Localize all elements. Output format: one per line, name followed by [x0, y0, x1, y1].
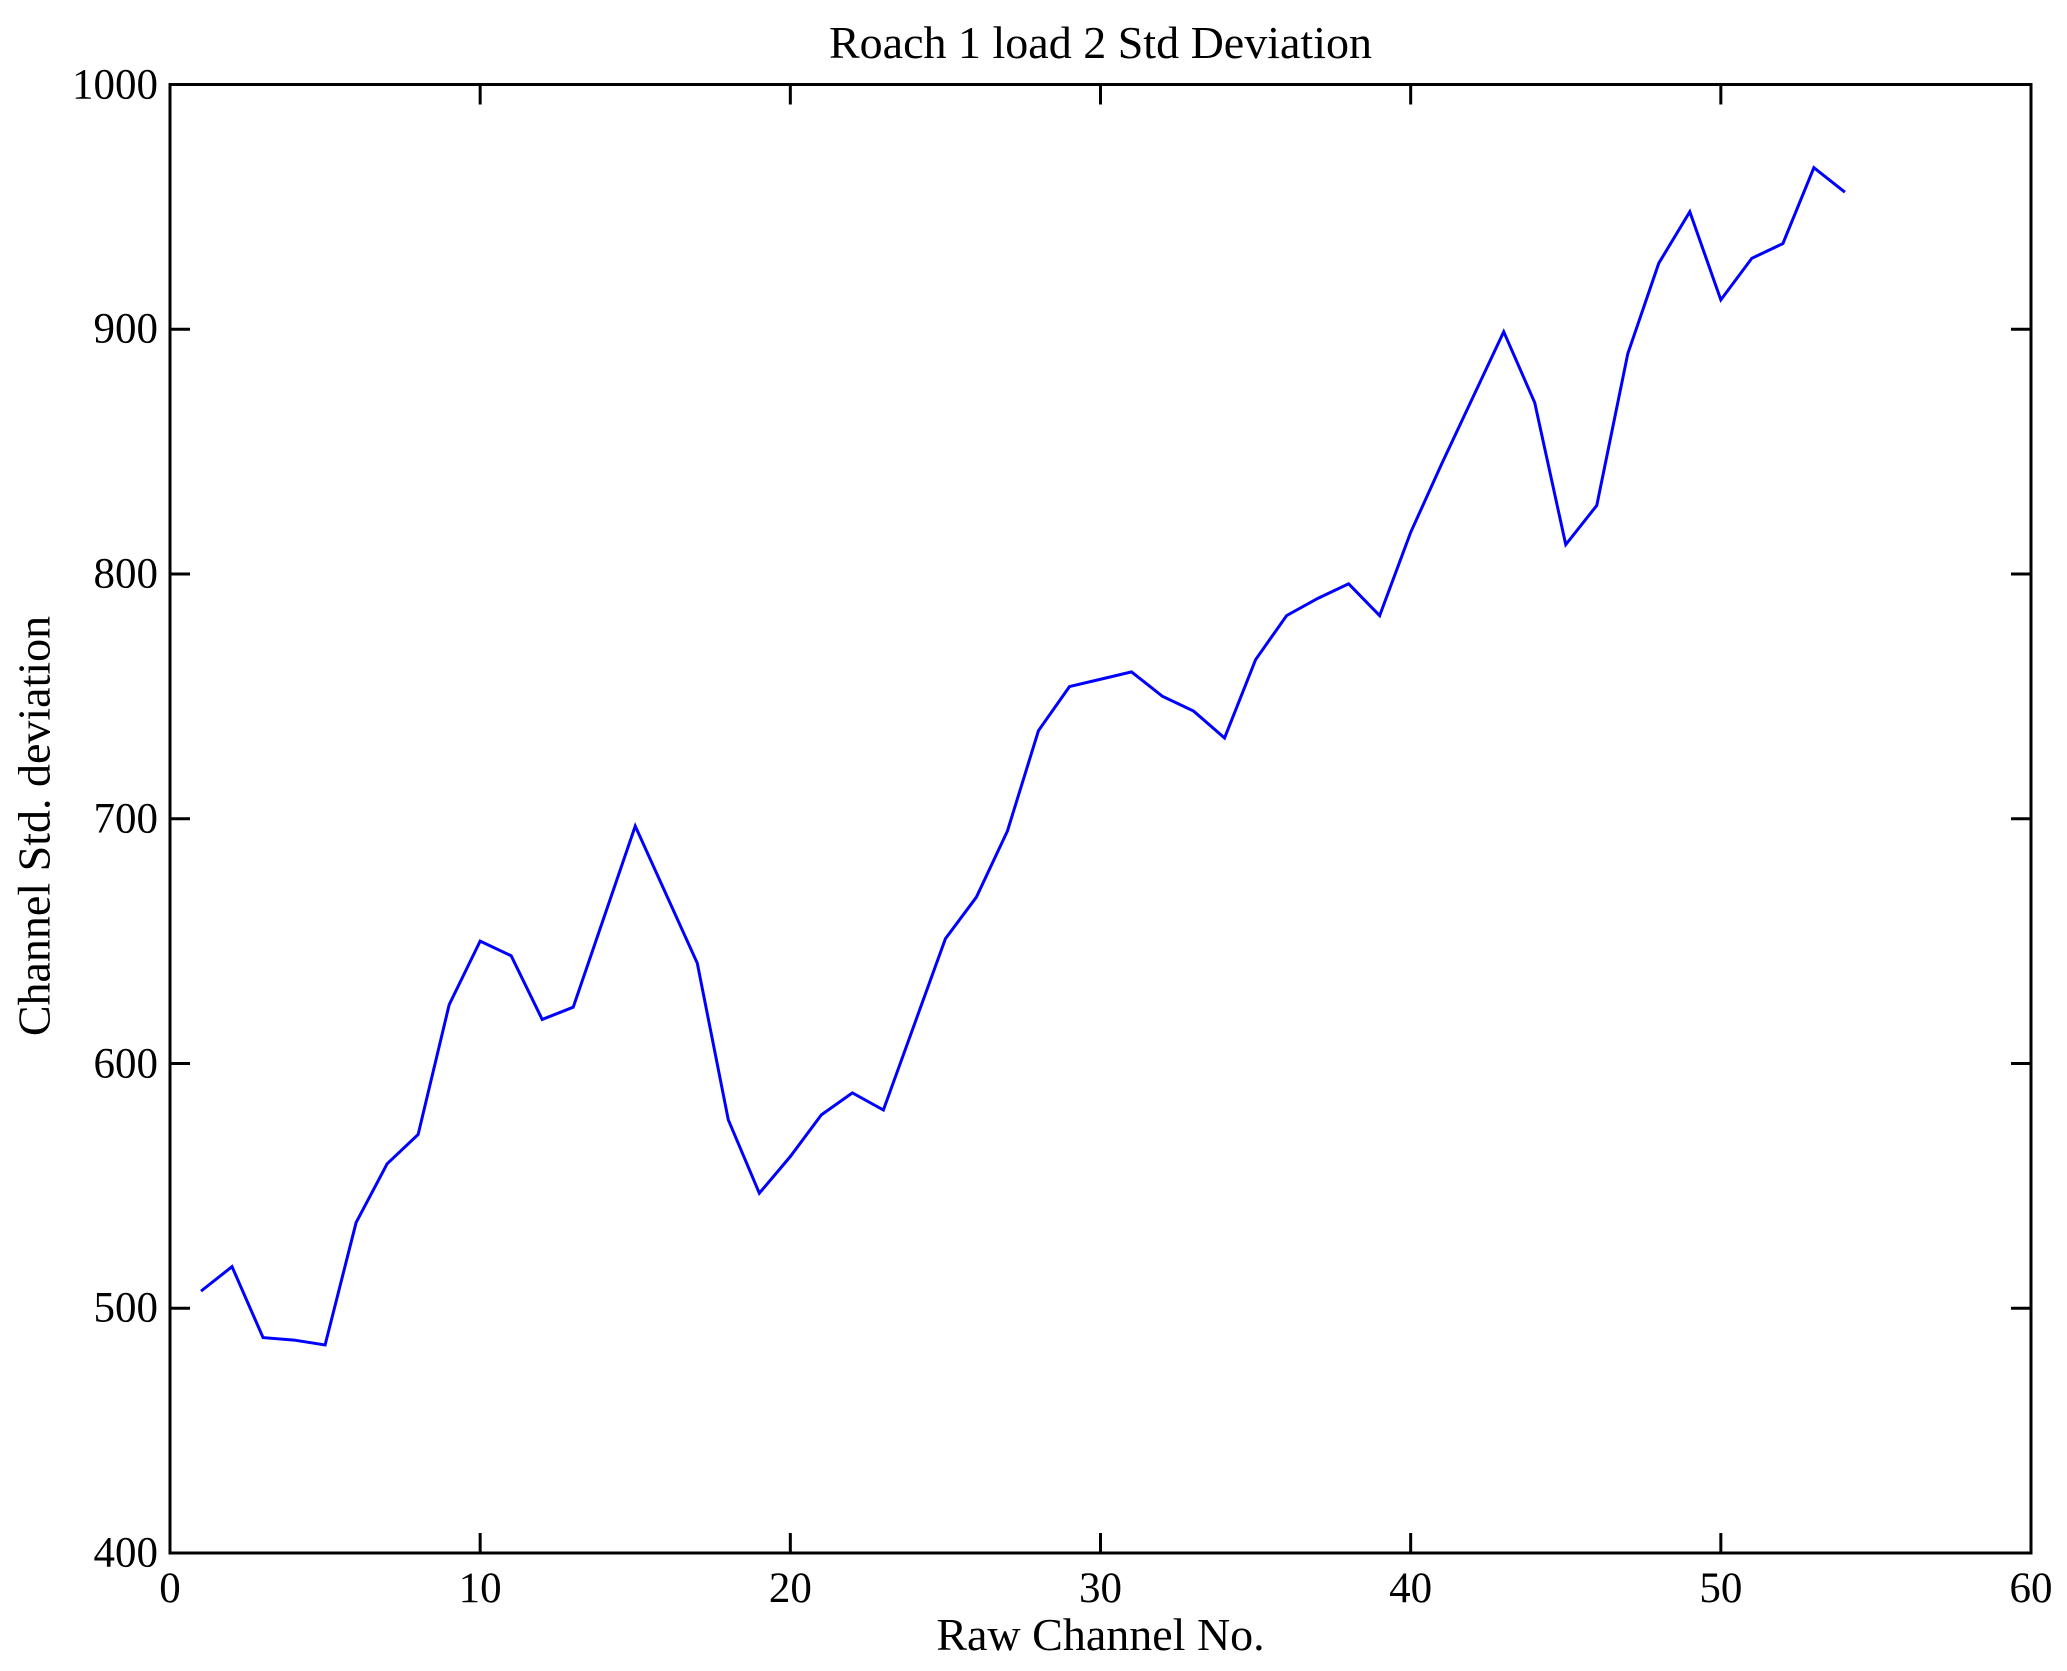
x-tick-label: 30 [1079, 1565, 1122, 1612]
y-tick-label: 800 [93, 550, 159, 598]
chart-title: Roach 1 load 2 Std Deviation [829, 17, 1372, 68]
y-tick-label: 1000 [72, 61, 158, 108]
x-tick-label: 0 [159, 1565, 181, 1612]
x-tick-label: 20 [768, 1565, 812, 1612]
y-tick-label: 700 [93, 795, 159, 843]
series-line-channel-std-deviation [200, 165, 1846, 1347]
y-tick-label: 500 [93, 1284, 159, 1332]
x-tick-label: 60 [2009, 1565, 2053, 1612]
y-tick-label: 900 [93, 305, 159, 353]
y-axis-label: Channel Std. deviation [8, 615, 60, 1037]
y-tick-label: 600 [93, 1040, 159, 1087]
x-tick-label: 10 [458, 1565, 502, 1612]
x-tick-label: 50 [1699, 1565, 1743, 1612]
plot-frame [168, 83, 2033, 1555]
x-tick-label: 40 [1389, 1565, 1433, 1612]
x-axis-label: Raw Channel No. [936, 1609, 1265, 1660]
y-tick-label: 400 [93, 1529, 159, 1577]
